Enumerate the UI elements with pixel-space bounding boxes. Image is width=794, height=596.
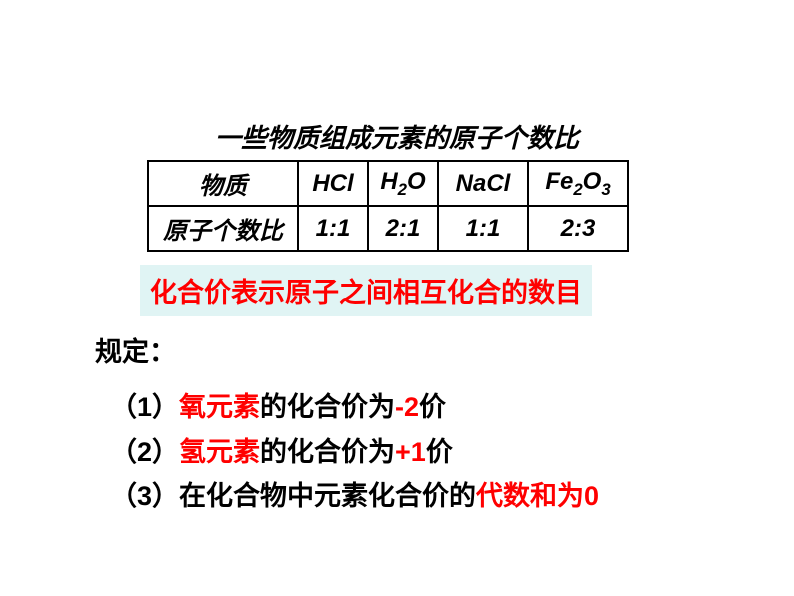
row-label-ratio: 原子个数比 [148, 206, 298, 251]
highlight-definition: 化合价表示原子之间相互化合的数目 [140, 265, 592, 316]
formula-cell: HCl [298, 161, 368, 206]
rule-value: -2 [395, 392, 419, 422]
ratio-table: 物质 HCl H2O NaCl Fe2O3 原子个数比 1:1 2:1 1:1 … [147, 160, 629, 252]
rule-item: （2）氢元素的化合价为+1价 [110, 430, 599, 475]
slide-title: 一些物质组成元素的原子个数比 [0, 118, 794, 155]
rule-element: 氧元素 [179, 392, 260, 422]
rule-mid: 在化合物中元素化合价的 [179, 481, 476, 511]
rule-prefix: （2） [110, 437, 179, 467]
rule-suffix: 价 [419, 392, 446, 422]
rule-prefix: （1） [110, 392, 179, 422]
rule-suffix: 价 [426, 437, 453, 467]
table-row: 原子个数比 1:1 2:1 1:1 2:3 [148, 206, 628, 251]
formula-cell: NaCl [438, 161, 528, 206]
ratio-cell: 1:1 [438, 206, 528, 251]
ratio-cell: 2:3 [528, 206, 628, 251]
rule-value: +1 [395, 437, 426, 467]
rule-value: 代数和为0 [476, 481, 599, 511]
ratio-cell: 2:1 [368, 206, 438, 251]
rule-item: （1）氧元素的化合价为-2价 [110, 385, 599, 430]
rule-item: （3）在化合物中元素化合价的代数和为0 [110, 474, 599, 519]
rule-mid: 的化合价为 [260, 392, 395, 422]
ratio-cell: 1:1 [298, 206, 368, 251]
formula-cell: H2O [368, 161, 438, 206]
rules-list: （1）氧元素的化合价为-2价 （2）氢元素的化合价为+1价 （3）在化合物中元素… [110, 385, 599, 519]
rule-prefix: （3） [110, 481, 179, 511]
rule-mid: 的化合价为 [260, 437, 395, 467]
table-row: 物质 HCl H2O NaCl Fe2O3 [148, 161, 628, 206]
row-label-substance: 物质 [148, 161, 298, 206]
formula-cell: Fe2O3 [528, 161, 628, 206]
rule-element: 氢元素 [179, 437, 260, 467]
rules-heading: 规定： [95, 330, 176, 369]
